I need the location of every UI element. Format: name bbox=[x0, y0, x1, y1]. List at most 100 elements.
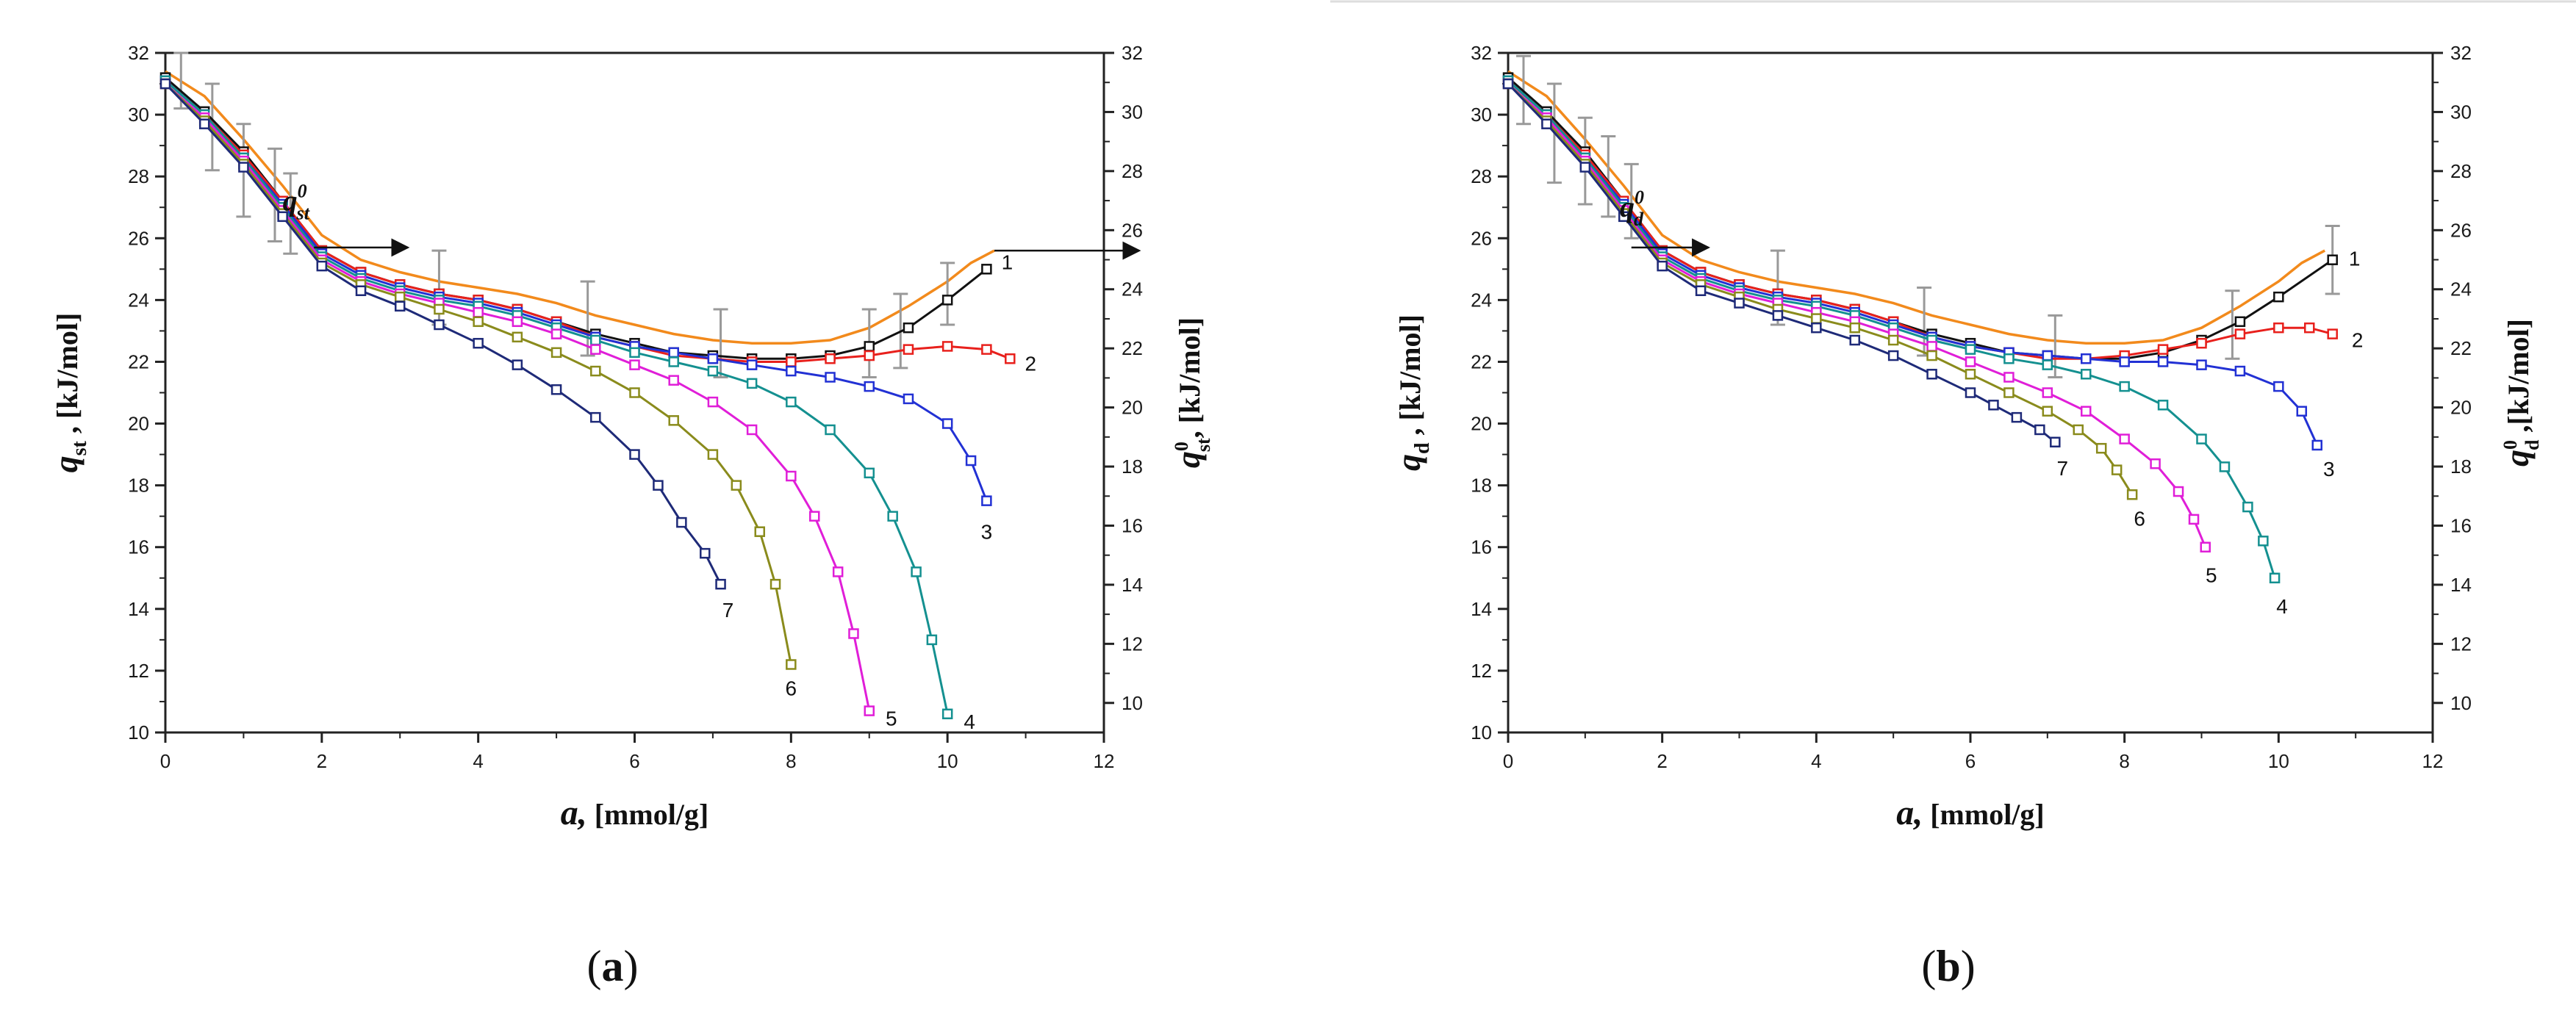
data-point bbox=[2296, 406, 2308, 417]
y-right-tick-label: 26 bbox=[1122, 219, 1143, 241]
data-point bbox=[668, 375, 679, 386]
data-point bbox=[1965, 344, 1976, 355]
data-point bbox=[355, 285, 367, 296]
y-tick-label: 32 bbox=[128, 42, 149, 64]
curve-label-4: 4 bbox=[964, 710, 975, 733]
data-point bbox=[2273, 381, 2284, 392]
data-point bbox=[1988, 400, 1999, 411]
data-point bbox=[941, 708, 953, 720]
data-point bbox=[629, 449, 640, 460]
data-point bbox=[1811, 313, 1822, 324]
y-tick-label: 14 bbox=[1471, 598, 1492, 620]
data-point bbox=[903, 344, 914, 355]
y-right-axis-label: q0st, [kJ/mol] bbox=[1169, 317, 1214, 468]
data-point bbox=[2150, 458, 2161, 469]
y-tick-label: 20 bbox=[1471, 413, 1492, 435]
data-point bbox=[2173, 486, 2184, 497]
curve-label-2: 2 bbox=[2352, 329, 2364, 352]
y-right-tick-label: 16 bbox=[1122, 514, 1143, 536]
x-tick-label: 10 bbox=[2268, 750, 2289, 772]
data-point bbox=[786, 470, 797, 482]
data-point bbox=[832, 566, 844, 577]
data-point bbox=[2034, 424, 2045, 436]
y-right-tick-label: 30 bbox=[1122, 101, 1143, 123]
data-point bbox=[825, 372, 836, 383]
x-tick-label: 4 bbox=[473, 750, 483, 772]
data-point bbox=[2234, 328, 2246, 339]
data-point bbox=[2304, 322, 2315, 334]
y-tick-label: 10 bbox=[128, 721, 149, 743]
y-tick-label: 18 bbox=[1471, 475, 1492, 497]
data-point bbox=[2011, 411, 2023, 423]
data-point bbox=[2003, 387, 2014, 398]
data-point bbox=[2200, 541, 2211, 552]
data-point bbox=[981, 495, 992, 506]
data-point bbox=[629, 387, 640, 398]
data-point bbox=[707, 353, 719, 364]
y-tick-label: 30 bbox=[128, 104, 149, 126]
data-point bbox=[2258, 536, 2269, 547]
data-point bbox=[629, 347, 640, 359]
y-tick-label: 26 bbox=[1471, 227, 1492, 249]
y-right-tick-label: 24 bbox=[1122, 278, 1143, 300]
data-point bbox=[668, 356, 679, 367]
data-point bbox=[864, 341, 875, 352]
data-point bbox=[2042, 387, 2053, 398]
curve-label-7: 7 bbox=[2057, 457, 2069, 480]
y-right-axis-label: q0d ,[kJ/mol] bbox=[2498, 319, 2543, 467]
data-point bbox=[512, 316, 523, 328]
data-point bbox=[1695, 285, 1707, 296]
y-right-tick-label: 12 bbox=[2450, 633, 2472, 655]
data-point bbox=[1965, 356, 1976, 367]
x-axis-label: a, [mmol/g] bbox=[1896, 793, 2045, 832]
y-tick-label: 30 bbox=[1471, 104, 1492, 126]
y-tick-label: 16 bbox=[1471, 536, 1492, 558]
data-point bbox=[2081, 406, 2092, 417]
x-tick-label: 8 bbox=[786, 750, 796, 772]
y-right-tick-label: 32 bbox=[1122, 42, 1143, 64]
data-point bbox=[707, 396, 719, 408]
data-point bbox=[2196, 359, 2207, 370]
data-point bbox=[1734, 298, 1745, 309]
data-point bbox=[1849, 334, 1860, 346]
data-point bbox=[629, 359, 640, 370]
y-tick-label: 12 bbox=[1471, 660, 1492, 682]
data-point bbox=[590, 365, 601, 377]
y-right-tick-label: 20 bbox=[2450, 397, 2472, 419]
data-point bbox=[550, 347, 562, 359]
y-tick-label: 20 bbox=[128, 413, 149, 435]
data-point bbox=[2081, 353, 2092, 364]
data-point bbox=[864, 350, 875, 361]
x-tick-label: 4 bbox=[1811, 750, 1821, 772]
y-right-tick-label: 10 bbox=[1122, 692, 1143, 714]
curve-label-1: 1 bbox=[1002, 251, 1013, 273]
y-axis-label: qd , [kJ/mol] bbox=[1390, 314, 1434, 471]
series-line-q0st bbox=[165, 70, 995, 345]
data-point bbox=[2269, 572, 2281, 584]
data-point bbox=[2234, 365, 2246, 377]
y-tick-label: 32 bbox=[1471, 42, 1492, 64]
data-point bbox=[1618, 211, 1629, 223]
y-right-tick-label: 28 bbox=[1122, 160, 1143, 182]
data-point bbox=[2188, 514, 2200, 525]
data-point bbox=[746, 378, 758, 389]
data-point bbox=[1579, 162, 1591, 173]
panel-a: 0 2 4 6 8 10 121012141618202224262830321012141… bbox=[47, 42, 1214, 990]
data-point bbox=[786, 356, 797, 367]
data-point bbox=[2042, 350, 2053, 361]
y-right-tick-label: 18 bbox=[1122, 456, 1143, 478]
series-line-4 bbox=[165, 79, 949, 715]
q0-annotation: q0 st bbox=[283, 180, 310, 223]
data-point bbox=[277, 211, 288, 223]
data-point bbox=[2081, 369, 2092, 380]
y-tick-label: 24 bbox=[128, 289, 149, 311]
data-point bbox=[395, 291, 406, 303]
x-tick-label: 2 bbox=[1657, 750, 1667, 772]
series-line-q0d bbox=[1507, 70, 2326, 345]
data-point bbox=[2234, 316, 2246, 328]
data-point bbox=[550, 328, 562, 339]
x-tick-label: 2 bbox=[317, 750, 327, 772]
data-point bbox=[825, 424, 836, 436]
data-point bbox=[903, 322, 914, 334]
data-point bbox=[2327, 254, 2338, 265]
